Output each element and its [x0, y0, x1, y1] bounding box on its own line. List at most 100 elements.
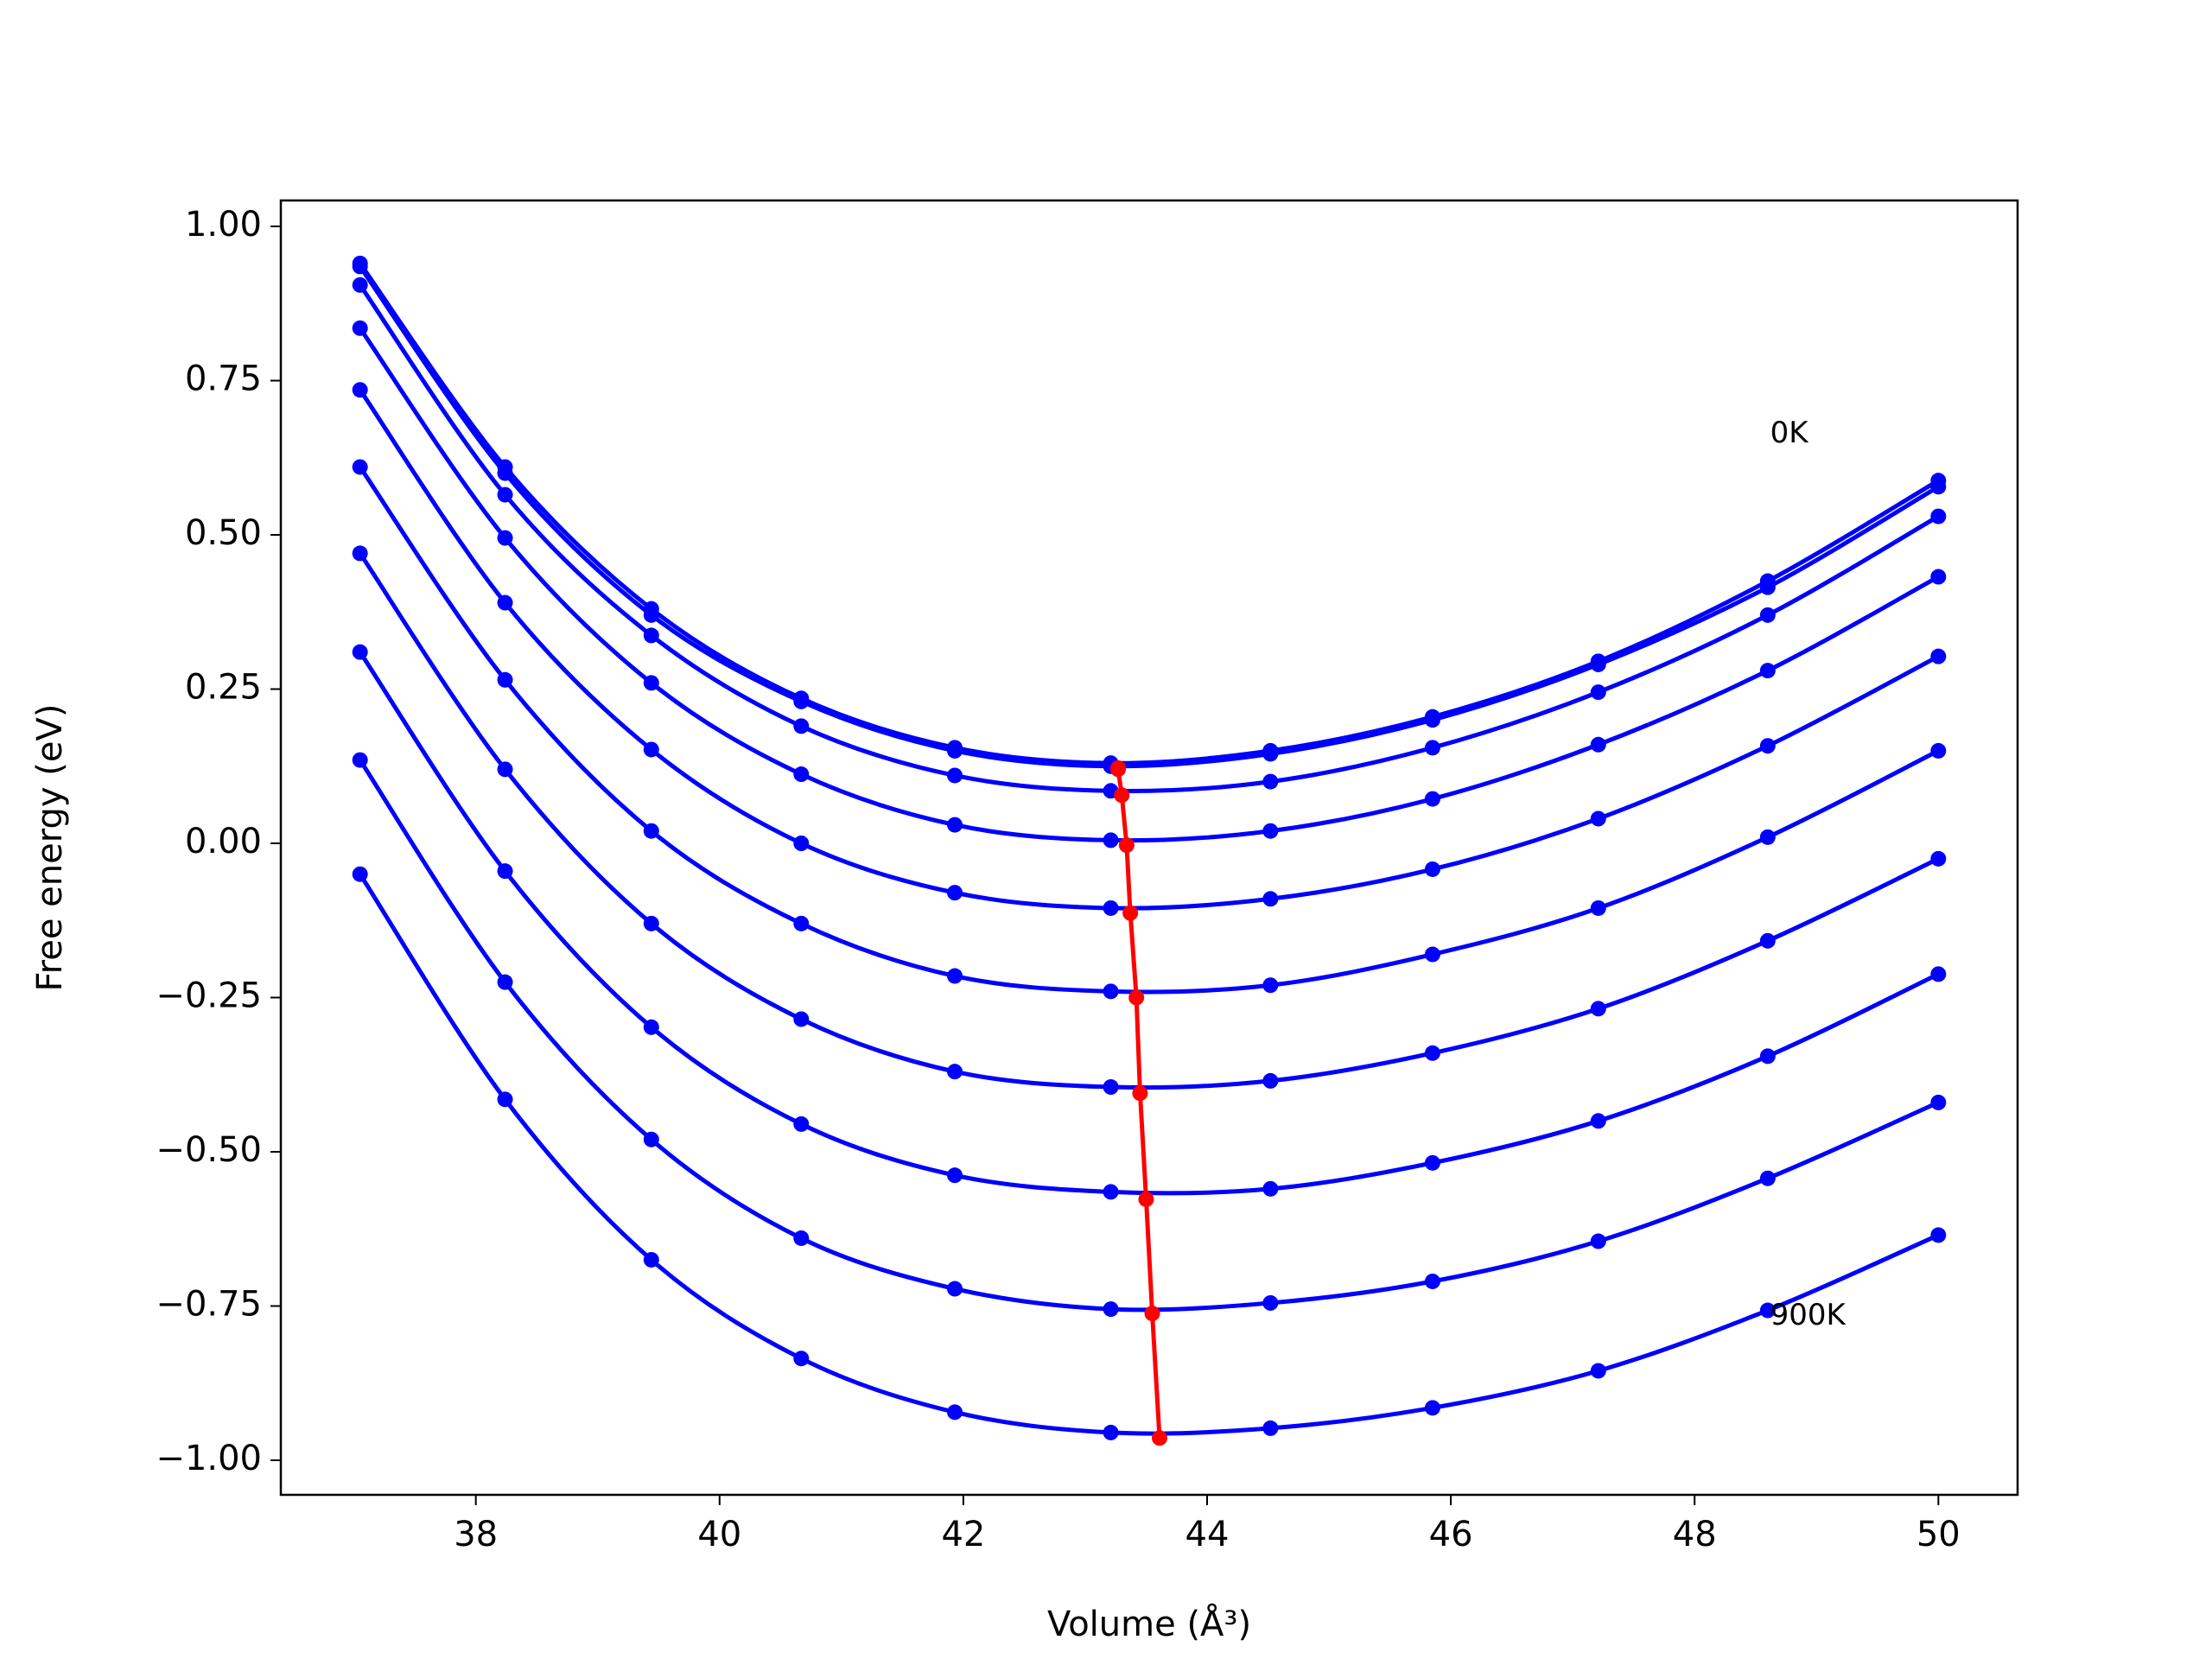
- x-axis-label: Volume (Å³): [1047, 1603, 1251, 1644]
- data-point: [497, 863, 513, 880]
- plot-frame: [279, 199, 2019, 1497]
- data-point: [1262, 977, 1279, 994]
- y-tick-label: 0.50: [185, 513, 262, 553]
- data-point: [1424, 712, 1440, 728]
- data-point: [352, 459, 368, 475]
- data-point: [1930, 1227, 1947, 1243]
- data-point: [643, 823, 659, 839]
- data-point: [1103, 1301, 1119, 1318]
- data-point: [947, 968, 963, 984]
- y-tick-label: 0.00: [185, 822, 262, 861]
- data-point: [1424, 946, 1440, 963]
- y-axis-label: Free energy (eV): [30, 704, 70, 992]
- y-tick-label: −0.75: [156, 1285, 262, 1325]
- x-tick-label: 44: [1185, 1515, 1230, 1554]
- data-point: [497, 1091, 513, 1108]
- data-point: [1118, 837, 1135, 854]
- data-point: [1930, 648, 1947, 664]
- data-point: [947, 1281, 963, 1297]
- data-point: [1138, 1191, 1154, 1207]
- data-point: [1122, 905, 1139, 921]
- data-point: [352, 320, 368, 336]
- data-point: [1103, 1424, 1119, 1440]
- data-point: [643, 915, 659, 931]
- data-point: [1151, 1430, 1167, 1446]
- data-point: [1103, 899, 1119, 916]
- data-point: [1930, 742, 1947, 759]
- data-point: [1759, 607, 1776, 623]
- data-point: [947, 1064, 963, 1080]
- data-point: [352, 644, 368, 660]
- data-point: [1590, 1001, 1606, 1017]
- data-point: [793, 766, 810, 783]
- data-point: [1424, 740, 1440, 756]
- data-point: [1759, 932, 1776, 949]
- data-point: [947, 885, 963, 901]
- data-point: [643, 607, 659, 623]
- data-point: [1590, 736, 1606, 753]
- y-tick-label: 0.25: [185, 667, 262, 707]
- data-point: [793, 1230, 810, 1246]
- data-point: [497, 486, 513, 503]
- data-point: [1114, 787, 1130, 804]
- data-point: [793, 718, 810, 734]
- data-point: [1590, 899, 1606, 916]
- data-point: [793, 1011, 810, 1027]
- data-point: [1132, 1085, 1148, 1102]
- data-point: [497, 530, 513, 546]
- data-point: [1103, 983, 1119, 1000]
- data-point: [643, 675, 659, 691]
- data-point: [1590, 810, 1606, 827]
- data-point: [1424, 861, 1440, 877]
- x-tick-label: 50: [1916, 1515, 1961, 1554]
- x-tick-label: 40: [697, 1515, 741, 1554]
- data-point: [1262, 1180, 1279, 1197]
- data-point: [1930, 479, 1947, 495]
- data-point: [643, 627, 659, 644]
- annotation: 0K: [1770, 416, 1810, 450]
- data-point: [1262, 823, 1279, 839]
- data-point: [947, 742, 963, 759]
- data-point: [497, 594, 513, 611]
- data-point: [497, 761, 513, 778]
- series-line: [358, 651, 1940, 1196]
- y-tick-label: −1.00: [156, 1439, 262, 1478]
- x-tick-label: 42: [941, 1515, 985, 1554]
- series-line: [358, 759, 1940, 1313]
- y-tick-label: −0.25: [156, 976, 262, 1016]
- data-point: [1590, 656, 1606, 672]
- data-point: [793, 1116, 810, 1132]
- data-point: [947, 1167, 963, 1184]
- y-tick-label: 0.75: [185, 359, 262, 398]
- data-point: [1103, 1184, 1119, 1200]
- data-point: [643, 1019, 659, 1035]
- data-point: [1262, 1072, 1279, 1089]
- data-point: [1110, 761, 1127, 778]
- data-point: [1424, 1045, 1440, 1061]
- data-point: [643, 1131, 659, 1147]
- data-point: [1590, 684, 1606, 701]
- x-tick-label: 48: [1673, 1515, 1717, 1554]
- data-point: [793, 915, 810, 931]
- data-point: [1930, 966, 1947, 982]
- data-point: [1262, 773, 1279, 790]
- data-point: [352, 382, 368, 398]
- data-point: [1590, 1363, 1606, 1379]
- series-line: [358, 552, 1940, 1090]
- data-point: [1103, 832, 1119, 849]
- data-point: [1759, 1170, 1776, 1186]
- data-point: [1262, 1294, 1279, 1311]
- data-point: [947, 1404, 963, 1421]
- data-point: [1759, 663, 1776, 679]
- data-point: [352, 276, 368, 293]
- data-point: [1930, 508, 1947, 524]
- data-point: [1759, 738, 1776, 754]
- data-point: [1424, 791, 1440, 807]
- data-point: [1128, 989, 1145, 1006]
- data-point: [643, 741, 659, 758]
- series-line: [358, 873, 1940, 1436]
- series-line: [1116, 766, 1162, 1439]
- data-point: [1590, 1233, 1606, 1249]
- data-point: [1930, 1094, 1947, 1110]
